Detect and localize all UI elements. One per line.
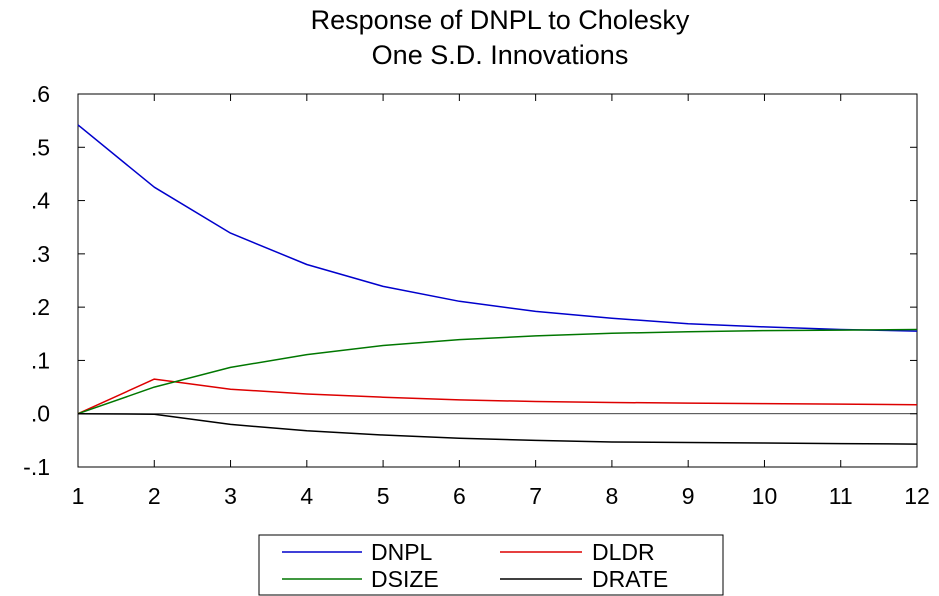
series-line-dldr — [77, 378, 918, 415]
legend-box — [258, 534, 724, 596]
y-tick-label: .3 — [31, 241, 50, 267]
x-tick-label: 11 — [829, 483, 853, 509]
plot-area-frame — [77, 93, 918, 468]
chart-title-line-2: One S.D. Innovations — [372, 40, 629, 70]
x-tick-label: 10 — [752, 483, 778, 509]
legend-item-dldr: DLDR — [500, 539, 655, 565]
legend-label: DRATE — [592, 566, 668, 592]
y-axis: -.1 .0 .1 .2 .3 .4 .5 .6 — [23, 81, 917, 480]
chart-title-line-1: Response of DNPL to Cholesky — [311, 5, 690, 35]
series-lines — [77, 124, 918, 445]
legend-label: DSIZE — [371, 566, 439, 592]
series-line-drate — [77, 412, 918, 445]
series-line-dsize — [77, 328, 918, 415]
series-line-dnpl — [77, 124, 918, 332]
y-tick-label: .1 — [31, 347, 50, 373]
y-tick-label: .4 — [31, 188, 50, 214]
y-tick-label: .0 — [31, 401, 50, 427]
legend-label: DNPL — [371, 539, 433, 565]
legend: DNPL DLDR DSIZE DRATE — [258, 534, 724, 596]
legend-item-dnpl: DNPL — [282, 539, 433, 565]
x-tick-label: 3 — [224, 483, 237, 509]
chart-title: Response of DNPL to Cholesky One S.D. In… — [311, 5, 690, 70]
legend-label: DLDR — [592, 539, 655, 565]
legend-item-dsize: DSIZE — [282, 566, 439, 592]
x-tick-label: 1 — [72, 483, 85, 509]
x-tick-label: 9 — [682, 483, 695, 509]
x-tick-label: 8 — [606, 483, 619, 509]
x-tick-label: 6 — [453, 483, 466, 509]
y-tick-label: .6 — [31, 81, 50, 107]
x-tick-label: 4 — [300, 483, 313, 509]
x-axis: 1 2 3 4 5 6 7 8 9 10 11 12 — [72, 94, 930, 509]
y-tick-label: .5 — [31, 134, 50, 160]
x-tick-label: 7 — [529, 483, 542, 509]
legend-item-drate: DRATE — [500, 566, 668, 592]
y-tick-label: -.1 — [23, 454, 50, 480]
y-tick-label: .2 — [31, 294, 50, 320]
x-tick-label: 5 — [377, 483, 390, 509]
x-tick-label: 12 — [904, 483, 930, 509]
x-tick-label: 2 — [148, 483, 161, 509]
